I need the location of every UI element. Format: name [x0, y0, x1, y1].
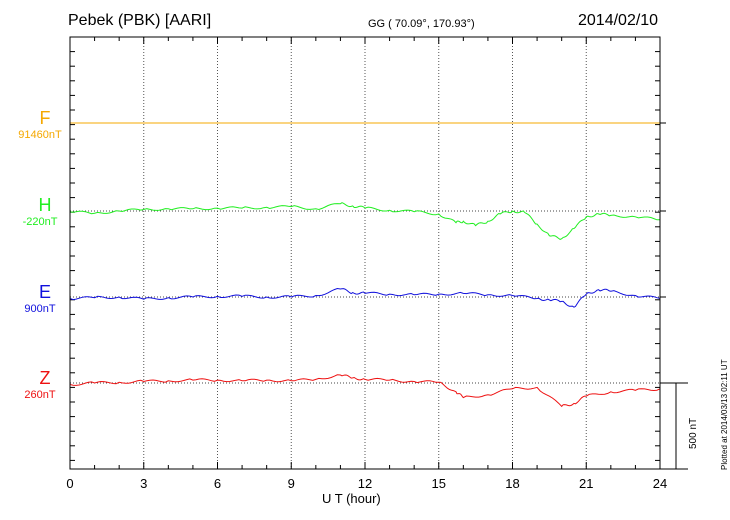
coordinates-label: GG ( 70.09°, 170.93°) [368, 18, 475, 30]
series-line-E [69, 287, 661, 308]
e-baseline-label: 900nT [24, 303, 56, 315]
scale-bar [660, 382, 688, 470]
f-component-label: F [39, 108, 51, 128]
x-axis-label: U T (hour) [322, 491, 381, 506]
f-baseline-label: 91460nT [18, 129, 62, 141]
x-tick-label-3: 3 [140, 476, 147, 491]
h-baseline-label: -220nT [22, 216, 58, 228]
grid-lines [70, 37, 666, 469]
date-label: 2014/02/10 [578, 12, 659, 29]
x-tick-label-15: 15 [432, 476, 446, 491]
x-tick-label-6: 6 [214, 476, 221, 491]
x-tick-label-9: 9 [288, 476, 295, 491]
x-tick-label-24: 24 [653, 476, 667, 491]
series-line-Z [69, 374, 661, 408]
x-tick-label-0: 0 [66, 476, 73, 491]
x-tick-label-12: 12 [358, 476, 372, 491]
x-tick-labels: 0 3 6 9 12 15 18 21 24 [66, 476, 667, 491]
z-baseline-label: 260nT [24, 389, 56, 401]
z-component-label: Z [39, 368, 51, 388]
plot-frame [69, 36, 661, 470]
x-tick-label-21: 21 [579, 476, 593, 491]
series-line-H [69, 202, 660, 240]
series-group [69, 122, 661, 408]
axis-ticks [69, 36, 661, 469]
station-title: Pebek (PBK) [AARI] [68, 12, 212, 29]
h-component-label: H [38, 195, 52, 215]
e-component-label: E [38, 282, 51, 302]
x-tick-label-18: 18 [505, 476, 519, 491]
